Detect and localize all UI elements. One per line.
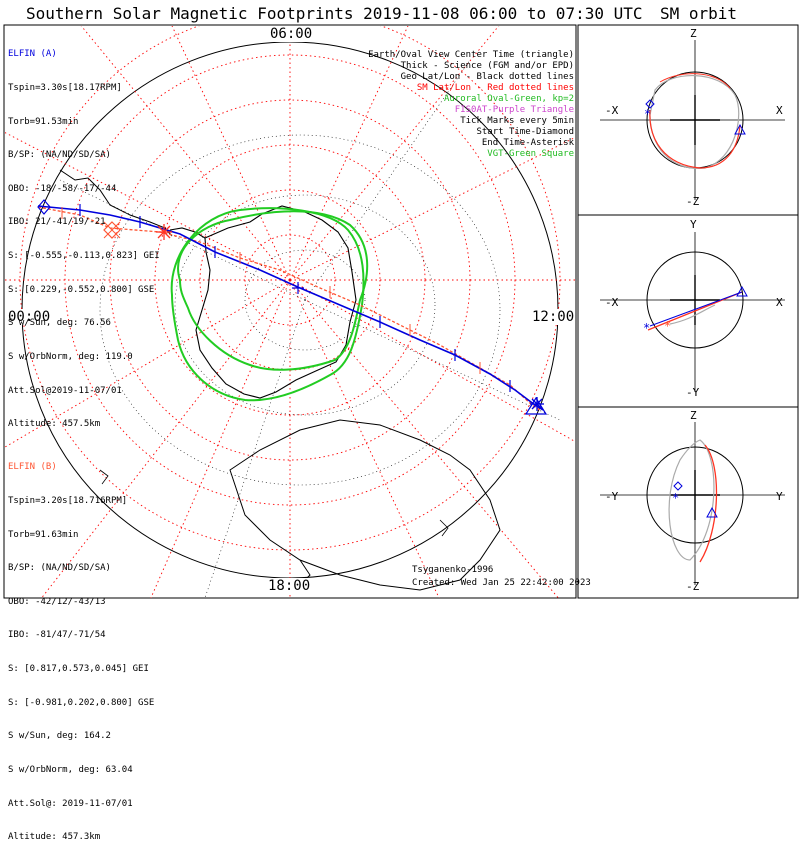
elfin-b-info: ELFIN (B) Tspin=3.20s[18.716RPM] Torb=91… [8, 440, 154, 855]
elfin-b-line: S w/OrbNorm, deg: 63.04 [8, 764, 133, 775]
legend-item: SM Lat/Lon - Red dotted lines [416, 83, 574, 93]
elfin-b-line: Altitude: 457.3km [8, 832, 101, 843]
legend-item: VGT-Green Square [487, 149, 574, 159]
orbit3-bottom-label: -Z [686, 580, 700, 593]
elfin-b-header: ELFIN (B) [8, 462, 57, 473]
elfin-b-end-asterisk [156, 224, 172, 240]
elfin-b-line: Att.Sol@: 2019-11-07/01 [8, 798, 133, 809]
elfin-a-line: S: [0.229,-0.552,0.800] GSE [8, 284, 155, 295]
orbit2-bottom-label: -Y [686, 386, 700, 399]
elfin-b-line: S: [0.817,0.573,0.045] GEI [8, 664, 149, 675]
elfin-a-line: Att.Sol@2019-11-07/01 [8, 385, 122, 396]
view-center-triangle [524, 396, 548, 415]
orbit1-left-label: -X [605, 104, 619, 117]
sm-orbit-title: SM orbit [660, 4, 738, 23]
elfin-a-line: Altitude: 457.5km [8, 419, 101, 430]
elfin-a-header: ELFIN (A) [8, 49, 57, 60]
legend-item: End Time-Asterisk [481, 138, 574, 148]
hour-label-left: 00:00 [8, 309, 51, 325]
orbit2-left-label: -X [605, 296, 619, 309]
legend-item: Earth/Oval View Center Time (triangle) [368, 50, 574, 60]
hour-label-top: 06:00 [270, 26, 313, 42]
elfin-b-line: S: [-0.981,0.202,0.800] GSE [8, 697, 155, 708]
elfin-a-start-diamond [37, 199, 51, 215]
elfin-a-track [37, 205, 544, 411]
elfin-b-line: IBO: -81/47/-71/54 [8, 630, 106, 641]
elfin-a-line: Tspin=3.30s[18.17RPM] [8, 83, 122, 94]
elfin-b-start-diamond [103, 221, 121, 239]
elfin-a-line: OBO: -18/-58/-17/-44 [8, 183, 117, 194]
legend-item: Thick - Science (FGM and/or EPD) [400, 61, 574, 71]
elfin-a-line: S w/Sun, deg: 76.56 [8, 318, 111, 329]
legend-item: FIS0AT-Purple Triangle [454, 105, 574, 115]
svg-text:*: * [664, 319, 671, 333]
elfin-a-line: Torb=91.53min [8, 116, 79, 127]
auroral-oval-inner [177, 210, 369, 371]
elfin-b-line: Torb=91.63min [8, 529, 79, 540]
elfin-b-line: Tspin=3.20s[18.716RPM] [8, 496, 128, 507]
orbit3-top-label: Z [690, 409, 697, 422]
elfin-a-line: S w/OrbNorm, deg: 119.0 [8, 351, 133, 362]
elfin-b-track [37, 206, 541, 411]
orbit2-top-label: Y [690, 218, 697, 231]
orbit1-top-label: Z [690, 27, 697, 40]
model-label: Tsyganenko-1996 [412, 565, 494, 575]
legend-item: Geo Lat/Lon - Black dotted lines [400, 72, 574, 82]
orbit1-bottom-label: -Z [686, 195, 700, 208]
elfin-a-ticks [79, 204, 511, 392]
hour-label-bottom: 18:00 [268, 578, 311, 594]
legend-item: Auroral Oval-Green, kp=2 [443, 94, 574, 104]
sm-orbit-panels [577, 24, 799, 599]
orbit3-right-label: Y [776, 490, 783, 503]
sm-orbit-markers: * * * * [643, 99, 683, 505]
elfin-b-line: S w/Sun, deg: 164.2 [8, 731, 111, 742]
hour-label-right: 12:00 [532, 309, 575, 325]
elfin-b-ticks [61, 207, 481, 374]
sm-lon-grid [5, 26, 575, 598]
map-frame [3, 24, 577, 599]
svg-text:*: * [672, 491, 679, 505]
elfin-a-line: S: [-0.555,-0.113,0.823] GEI [8, 251, 160, 262]
auroral-oval-outer [170, 207, 365, 402]
legend-item: Tick Marks every 5min [460, 116, 574, 126]
legend: Earth/Oval View Center Time (triangle) Th… [368, 28, 574, 171]
elfin-a-line: IBO: 21/-41/19/-21 [8, 217, 106, 228]
geo-grid [59, 59, 561, 598]
plot-title: Southern Solar Magnetic Footprints 2019-… [26, 4, 643, 23]
legend-item: Start Time-Diamond [476, 127, 574, 137]
created-label: Created: Wed Jan 25 22:42:00 2023 [412, 578, 591, 588]
svg-text:*: * [643, 321, 650, 335]
elfin-b-line: B/SP: (NA/ND/SD/SA) [8, 563, 111, 574]
orbit3-left-label: -Y [605, 490, 619, 503]
orbit2-right-label: X [776, 296, 783, 309]
orbit1-right-label: X [776, 104, 783, 117]
svg-text:*: * [644, 107, 651, 121]
elfin-a-info: ELFIN (A) Tspin=3.30s[18.17RPM] Torb=91.… [8, 27, 160, 442]
elfin-b-line: OBO: -42/12/-43/13 [8, 596, 106, 607]
elfin-a-line: B/SP: (NA/ND/SD/SA) [8, 150, 111, 161]
